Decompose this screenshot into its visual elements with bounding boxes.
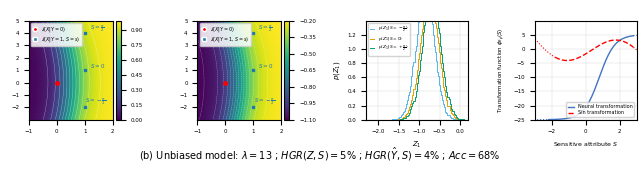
$p(Z_1|S=+\frac{\pi}{2})$ [355, 119, 362, 121]
$p(Z_1|S=0)$ [460, 119, 467, 121]
Neural transformation [545, 119, 552, 121]
Text: $S = -\frac{\pi}{2}$: $S = -\frac{\pi}{2}$ [85, 96, 107, 107]
Line: Sin transformation: Sin transformation [555, 40, 634, 61]
$p(Z_1|S=0)$ [453, 118, 461, 120]
Legend: $\mathcal{E}(X|Y=0)$, $\mathcal{E}(X|Y=1, S=s)$: $\mathcal{E}(X|Y=0)$, $\mathcal{E}(X|Y=1… [200, 23, 251, 46]
Neural transformation [565, 117, 573, 119]
$p(Z_1|S=+\frac{\pi}{2})$ [476, 119, 484, 121]
Text: $S = \frac{\pi}{2}$: $S = \frac{\pi}{2}$ [259, 24, 273, 34]
$p(Z_1|S=-\frac{\pi}{2})$ [427, 14, 435, 16]
$p(Z_1|S=+\frac{\pi}{2})$ [380, 119, 387, 121]
$p(Z_1|S=0)$ [380, 119, 387, 121]
Text: $S = \frac{\pi}{2}$: $S = \frac{\pi}{2}$ [90, 24, 104, 34]
Sin transformation [622, 41, 630, 43]
Neural transformation [624, 36, 632, 38]
Neural transformation [567, 117, 575, 119]
$p(Z_1|S=0)$ [476, 119, 484, 121]
Line: Neural transformation: Neural transformation [548, 36, 634, 120]
$p(Z_1|S=-\frac{\pi}{2})$ [476, 119, 484, 121]
Neural transformation [623, 36, 630, 38]
Line: $p(Z_1|S=+\frac{\pi}{2})$: $p(Z_1|S=+\frac{\pi}{2})$ [358, 0, 480, 120]
Legend: $p(Z_1|S=-\frac{\pi}{2})$, $p(Z_1|S=0)$, $p(Z_1|S=+\frac{\pi}{2})$: $p(Z_1|S=-\frac{\pi}{2})$, $p(Z_1|S=0)$,… [368, 23, 410, 56]
X-axis label: Sensitive attribute $S$: Sensitive attribute $S$ [553, 140, 618, 148]
Text: $S = -\frac{\pi}{2}$: $S = -\frac{\pi}{2}$ [254, 96, 275, 107]
$p(Z_1|S=-\frac{\pi}{2})$ [453, 118, 461, 120]
Legend: $\mathcal{E}(X|Y=0)$, $\mathcal{E}(X|Y=1, S=s)$: $\mathcal{E}(X|Y=0)$, $\mathcal{E}(X|Y=1… [31, 23, 82, 46]
$p(Z_1|S=-\frac{\pi}{2})$ [380, 119, 387, 121]
Y-axis label: $p(Z_1)$: $p(Z_1)$ [332, 60, 342, 80]
$p(Z_1|S=+\frac{\pi}{2})$ [444, 96, 452, 98]
$p(Z_1|S=-\frac{\pi}{2})$ [444, 114, 452, 116]
$p(Z_1|S=-\frac{\pi}{2})$ [355, 119, 362, 121]
$p(Z_1|S=-\frac{\pi}{2})$ [460, 119, 467, 121]
Sin transformation [612, 39, 620, 41]
Line: $p(Z_1|S=-\frac{\pi}{2})$: $p(Z_1|S=-\frac{\pi}{2})$ [358, 0, 480, 120]
Y-axis label: Transformation function $\phi_{\theta_\phi}(S)$: Transformation function $\phi_{\theta_\p… [497, 27, 508, 113]
$p(Z_1|S=0)$ [444, 105, 452, 107]
$p(Z_1|S=-\frac{\pi}{2})$ [392, 118, 400, 120]
Sin transformation [600, 42, 608, 44]
Sin transformation [566, 59, 574, 61]
$p(Z_1|S=+\frac{\pi}{2})$ [392, 119, 400, 121]
$p(Z_1|S=+\frac{\pi}{2})$ [453, 117, 461, 119]
$p(Z_1|S=0)$ [355, 119, 362, 121]
X-axis label: $Z_1$: $Z_1$ [412, 140, 422, 150]
Sin transformation [551, 56, 559, 58]
Sin transformation [577, 56, 584, 58]
Line: $p(Z_1|S=0)$: $p(Z_1|S=0)$ [358, 0, 480, 120]
Sin transformation [605, 40, 613, 42]
Text: $S = 0$: $S = 0$ [90, 62, 105, 70]
Sin transformation [563, 60, 571, 62]
Text: (b) Unbiased model: $\lambda = 13$ ; $HGR(Z, S) = 5\%$ ; $HGR(\hat{Y}, S) = 4\%$: (b) Unbiased model: $\lambda = 13$ ; $HG… [139, 145, 501, 162]
Legend: Neural transformation, Sin transformation: Neural transformation, Sin transformatio… [566, 102, 634, 117]
Neural transformation [623, 36, 631, 38]
Sin transformation [630, 46, 637, 48]
$p(Z_1|S=+\frac{\pi}{2})$ [460, 119, 467, 121]
Neural transformation [580, 108, 588, 110]
$p(Z_1|S=0)$ [392, 119, 400, 121]
Text: $S = 0$: $S = 0$ [259, 62, 274, 70]
Sin transformation [580, 54, 588, 56]
Neural transformation [630, 35, 637, 37]
